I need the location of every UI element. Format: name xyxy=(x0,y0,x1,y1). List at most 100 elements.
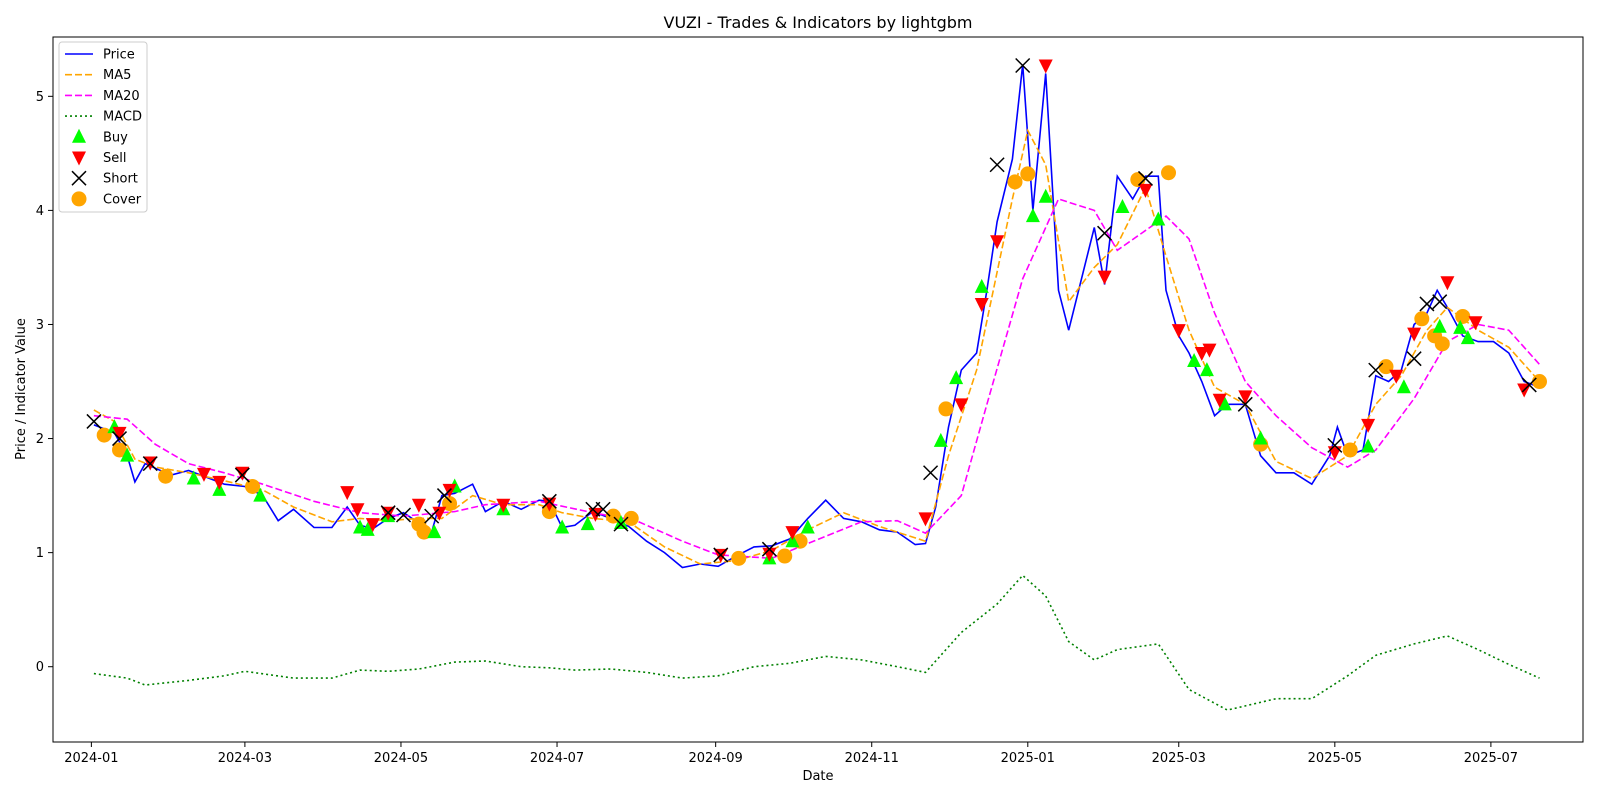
marker-buy xyxy=(1187,352,1202,367)
marker-short xyxy=(713,547,729,563)
marker-sell xyxy=(588,507,603,522)
marker-short xyxy=(234,467,250,483)
x-tick-label: 2024-11 xyxy=(845,751,899,766)
marker-sell xyxy=(990,235,1005,250)
marker-short xyxy=(1406,351,1422,367)
y-tick-label: 1 xyxy=(36,546,44,561)
x-tick-label: 2024-09 xyxy=(688,751,742,766)
marker-cover xyxy=(938,401,954,417)
marker-cover xyxy=(1007,174,1023,190)
marker-sell xyxy=(974,297,989,312)
legend-label-buy: Buy xyxy=(103,130,128,145)
legend-swatch-buy xyxy=(72,128,86,143)
marker-cover xyxy=(1020,166,1036,182)
marker-sell xyxy=(1468,316,1483,331)
marker-short xyxy=(1368,362,1384,378)
marker-buy xyxy=(800,519,815,534)
marker-cover xyxy=(731,550,747,566)
marker-sell xyxy=(785,526,800,541)
y-axis-label: Price / Indicator Value xyxy=(14,318,29,460)
marker-sell xyxy=(1194,346,1209,361)
y-axis: 0 1 2 3 4 5 xyxy=(36,90,53,675)
legend-label-sell: Sell xyxy=(103,151,126,166)
marker-cover xyxy=(1455,308,1471,324)
marker-sell xyxy=(954,398,969,413)
x-tick-label: 2024-05 xyxy=(374,751,428,766)
marker-buy xyxy=(949,370,964,385)
marker-sell xyxy=(918,512,933,527)
marker-buy xyxy=(580,516,595,531)
marker-buy xyxy=(1396,379,1411,394)
marker-sell xyxy=(1138,183,1153,198)
marker-sell xyxy=(340,486,355,501)
legend-label-macd: MACD xyxy=(103,110,142,125)
marker-cover xyxy=(112,442,128,458)
legend-label-short: Short xyxy=(103,172,138,187)
marker-cover xyxy=(96,427,112,443)
marker-sell xyxy=(1361,418,1376,433)
marker-sell xyxy=(432,506,447,521)
series-line-macd xyxy=(93,574,1540,711)
marker-buy xyxy=(1038,188,1053,203)
marker-sell xyxy=(196,467,211,482)
marker-cover xyxy=(1161,165,1177,181)
marker-sell xyxy=(1212,393,1227,408)
series-line-ma20 xyxy=(93,198,1541,560)
legend-box xyxy=(58,41,148,213)
marker-short xyxy=(1432,294,1448,310)
marker-buy xyxy=(360,521,375,536)
marker-short xyxy=(989,157,1005,173)
marker-sell xyxy=(1171,324,1186,339)
marker-short xyxy=(595,501,611,517)
x-tick-label: 2025-01 xyxy=(1001,751,1055,766)
marker-sell xyxy=(112,426,127,441)
marker-buy xyxy=(613,514,628,529)
marker-short xyxy=(142,456,158,472)
marker-buy xyxy=(785,533,800,548)
marker-buy xyxy=(1025,208,1040,223)
marker-sell xyxy=(762,547,777,562)
marker-buy xyxy=(253,487,268,502)
marker-sell xyxy=(1389,369,1404,384)
marker-sell xyxy=(496,498,511,513)
marker-cover xyxy=(158,468,174,484)
y-tick-label: 4 xyxy=(36,204,44,219)
marker-short xyxy=(424,508,440,524)
marker-cover xyxy=(416,524,432,540)
marker-buy xyxy=(186,470,201,485)
marker-buy xyxy=(353,519,368,534)
marker-sell xyxy=(411,498,426,513)
series-lines xyxy=(93,64,1541,711)
series-line-price xyxy=(93,64,1540,569)
marker-cover xyxy=(1342,442,1358,458)
marker-sell xyxy=(365,518,380,533)
marker-short xyxy=(380,505,396,521)
marker-cover xyxy=(623,510,639,526)
legend-label-price: Price xyxy=(103,48,135,63)
marker-short xyxy=(761,541,777,557)
x-tick-label: 2024-01 xyxy=(64,751,118,766)
marker-sell xyxy=(1407,327,1422,342)
marker-sell xyxy=(542,497,557,512)
marker-short xyxy=(395,507,412,523)
marker-buy xyxy=(1253,430,1268,445)
legend-label-ma20: MA20 xyxy=(103,89,140,104)
legend-swatch-sell xyxy=(72,151,86,166)
trade-markers xyxy=(86,57,1548,566)
marker-sell xyxy=(1238,390,1253,405)
x-tick-label: 2025-03 xyxy=(1152,751,1206,766)
x-tick-label: 2024-07 xyxy=(530,751,584,766)
marker-sell xyxy=(1202,343,1217,358)
y-tick-label: 3 xyxy=(36,318,44,333)
marker-buy xyxy=(1115,198,1130,213)
marker-short xyxy=(1419,296,1435,312)
x-axis-label: Date xyxy=(802,769,833,784)
marker-buy xyxy=(933,432,948,447)
x-tick-label: 2025-07 xyxy=(1464,751,1518,766)
marker-sell xyxy=(235,466,250,481)
marker-sell xyxy=(1440,276,1455,291)
marker-cover xyxy=(1434,336,1450,352)
series-line-ma5 xyxy=(93,128,1541,565)
marker-buy xyxy=(1453,319,1468,334)
